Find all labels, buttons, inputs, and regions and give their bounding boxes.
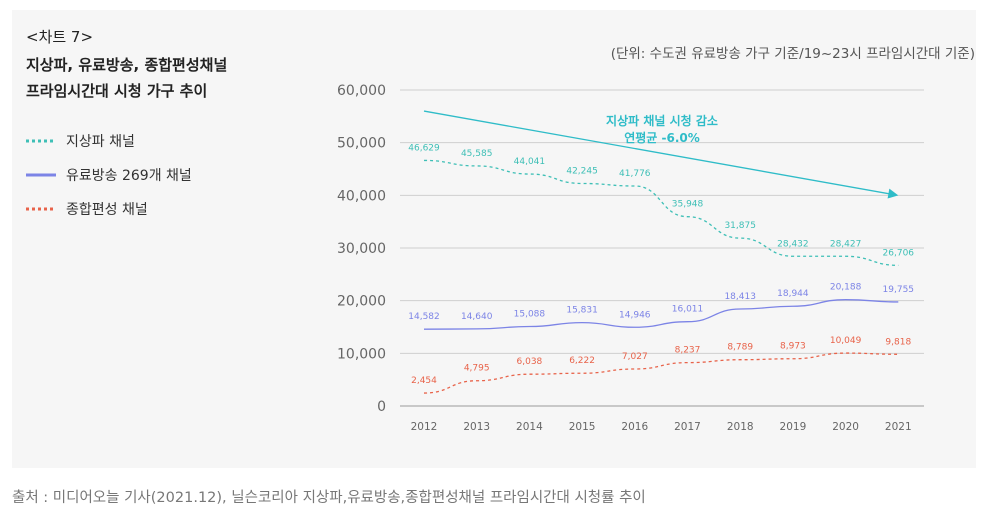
series-line-general <box>423 352 899 394</box>
data-label-paytv: 14,582 <box>408 312 440 322</box>
x-tick-label: 2013 <box>463 421 490 433</box>
data-label-general: 8,789 <box>727 343 753 353</box>
trend-arrow-head <box>887 188 899 199</box>
series-line-terrestrial <box>423 159 899 266</box>
x-tick-label: 2021 <box>885 421 912 433</box>
data-label-general: 6,222 <box>569 356 595 366</box>
legend-label-terrestrial: 지상파 채널 <box>66 134 135 150</box>
data-label-paytv: 15,088 <box>514 310 546 320</box>
chart-title-line-2: 프라임시간대 시청 가구 추이 <box>26 82 208 100</box>
trend-annotation-line-1: 지상파 채널 시청 감소 <box>606 113 718 128</box>
y-tick-label: 20,000 <box>337 294 386 310</box>
chart-title-line-1: 지상파, 유료방송, 종합편성채널 <box>26 56 228 74</box>
data-label-terrestrial: 45,585 <box>461 149 493 159</box>
x-tick-label: 2017 <box>674 421 701 433</box>
x-tick-label: 2016 <box>621 421 648 433</box>
data-label-general: 8,237 <box>675 346 701 356</box>
data-label-paytv: 14,946 <box>619 310 651 320</box>
data-label-paytv: 14,640 <box>461 312 493 322</box>
data-label-paytv: 15,831 <box>566 306 598 316</box>
y-tick-label: 0 <box>377 399 386 415</box>
trend-annotation-line-2: 연평균 -6.0% <box>624 130 700 145</box>
data-label-terrestrial: 35,948 <box>672 200 704 210</box>
x-tick-label: 2018 <box>727 421 754 433</box>
legend-swatch-terrestrial <box>26 139 56 143</box>
data-label-terrestrial: 41,776 <box>619 169 651 179</box>
data-label-paytv: 18,413 <box>724 292 756 302</box>
trend-arrow-line <box>423 110 893 195</box>
chart-panel <box>12 10 976 468</box>
data-label-paytv: 19,755 <box>883 285 915 295</box>
data-label-general: 2,454 <box>411 376 437 386</box>
legend-label-general: 종합편성 채널 <box>66 202 148 218</box>
legend-item-paytv: 유료방송 269개 채널 <box>26 158 192 192</box>
y-tick-label: 10,000 <box>337 346 386 362</box>
legend-swatch-general <box>26 207 56 211</box>
x-tick-label: 2015 <box>569 421 596 433</box>
data-label-general: 6,038 <box>517 357 543 367</box>
y-tick-label: 50,000 <box>337 136 386 152</box>
data-label-general: 9,818 <box>885 337 911 347</box>
data-label-terrestrial: 44,041 <box>514 157 546 167</box>
x-tick-label: 2020 <box>832 421 859 433</box>
data-label-terrestrial: 28,432 <box>777 239 809 249</box>
source-note: 출처 : 미디어오늘 기사(2021.12), 닐슨코리아 지상파,유료방송,종… <box>12 490 646 506</box>
data-label-terrestrial: 42,245 <box>566 167 598 177</box>
x-tick-label: 2012 <box>411 421 438 433</box>
legend: 지상파 채널 유료방송 269개 채널 종합편성 채널 <box>26 124 192 226</box>
data-label-general: 7,027 <box>622 352 648 362</box>
legend-label-paytv: 유료방송 269개 채널 <box>66 168 192 184</box>
data-label-general: 4,795 <box>464 364 490 374</box>
chart-number: <차트 7> <box>26 28 94 46</box>
legend-item-terrestrial: 지상파 채널 <box>26 124 192 158</box>
data-label-terrestrial: 46,629 <box>408 143 440 153</box>
chart-title: 지상파, 유료방송, 종합편성채널 프라임시간대 시청 가구 추이 <box>26 52 286 104</box>
data-label-terrestrial: 26,706 <box>883 248 915 258</box>
y-tick-label: 40,000 <box>337 188 386 204</box>
unit-note: (단위: 수도권 유료방송 가구 기준/19~23시 프라임시간대 기준) <box>610 46 975 62</box>
data-label-terrestrial: 28,427 <box>830 239 862 249</box>
y-tick-label: 60,000 <box>337 83 386 99</box>
data-label-terrestrial: 31,875 <box>724 221 756 231</box>
data-label-general: 10,049 <box>830 336 862 346</box>
legend-swatch-paytv <box>26 173 56 177</box>
data-label-general: 8,973 <box>780 342 806 352</box>
data-label-paytv: 20,188 <box>830 283 862 293</box>
series-line-paytv <box>423 299 899 330</box>
data-label-paytv: 16,011 <box>672 305 704 315</box>
legend-item-general: 종합편성 채널 <box>26 192 192 226</box>
x-tick-label: 2019 <box>780 421 807 433</box>
line-chart: 0 10,000 20,000 30,000 40,000 50,000 60,000 201… <box>337 83 924 433</box>
x-tick-label: 2014 <box>516 421 543 433</box>
data-label-paytv: 18,944 <box>777 289 809 299</box>
y-tick-label: 30,000 <box>337 241 386 257</box>
